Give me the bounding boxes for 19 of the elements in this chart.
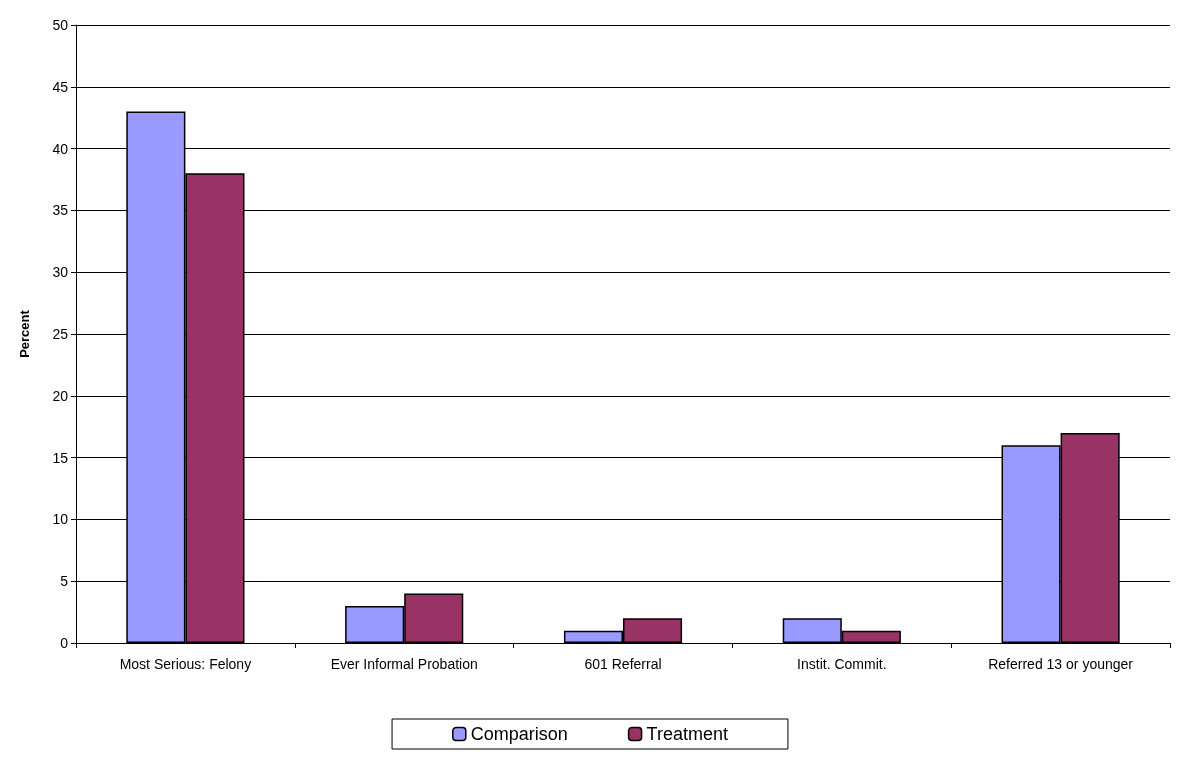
- x-tick-label: 601 Referral: [584, 656, 662, 672]
- y-tick-label: 35: [52, 202, 69, 219]
- x-tick-label: Instit. Commit.: [797, 656, 887, 672]
- y-tick-label: 10: [52, 511, 69, 528]
- y-tick-label: 5: [60, 573, 69, 590]
- x-tick-label: Ever Informal Probation: [330, 656, 478, 672]
- y-tick-label: 15: [52, 449, 69, 466]
- y-axis-title: Percent: [17, 309, 32, 358]
- y-tick-label: 20: [52, 387, 69, 404]
- x-tick-label: Most Serious: Felony: [119, 656, 252, 672]
- y-tick-label: 45: [52, 78, 69, 95]
- x-tick-label: Referred 13 or younger: [988, 656, 1134, 672]
- y-tick-label: 40: [52, 140, 69, 157]
- y-tick-label: 0: [60, 635, 69, 651]
- legend-label: Treatment: [646, 724, 728, 744]
- y-tick-label: 25: [52, 326, 69, 342]
- y-tick-label: 30: [52, 264, 69, 281]
- y-tick-label: 50: [52, 17, 69, 33]
- legend-label: Comparison: [470, 724, 568, 744]
